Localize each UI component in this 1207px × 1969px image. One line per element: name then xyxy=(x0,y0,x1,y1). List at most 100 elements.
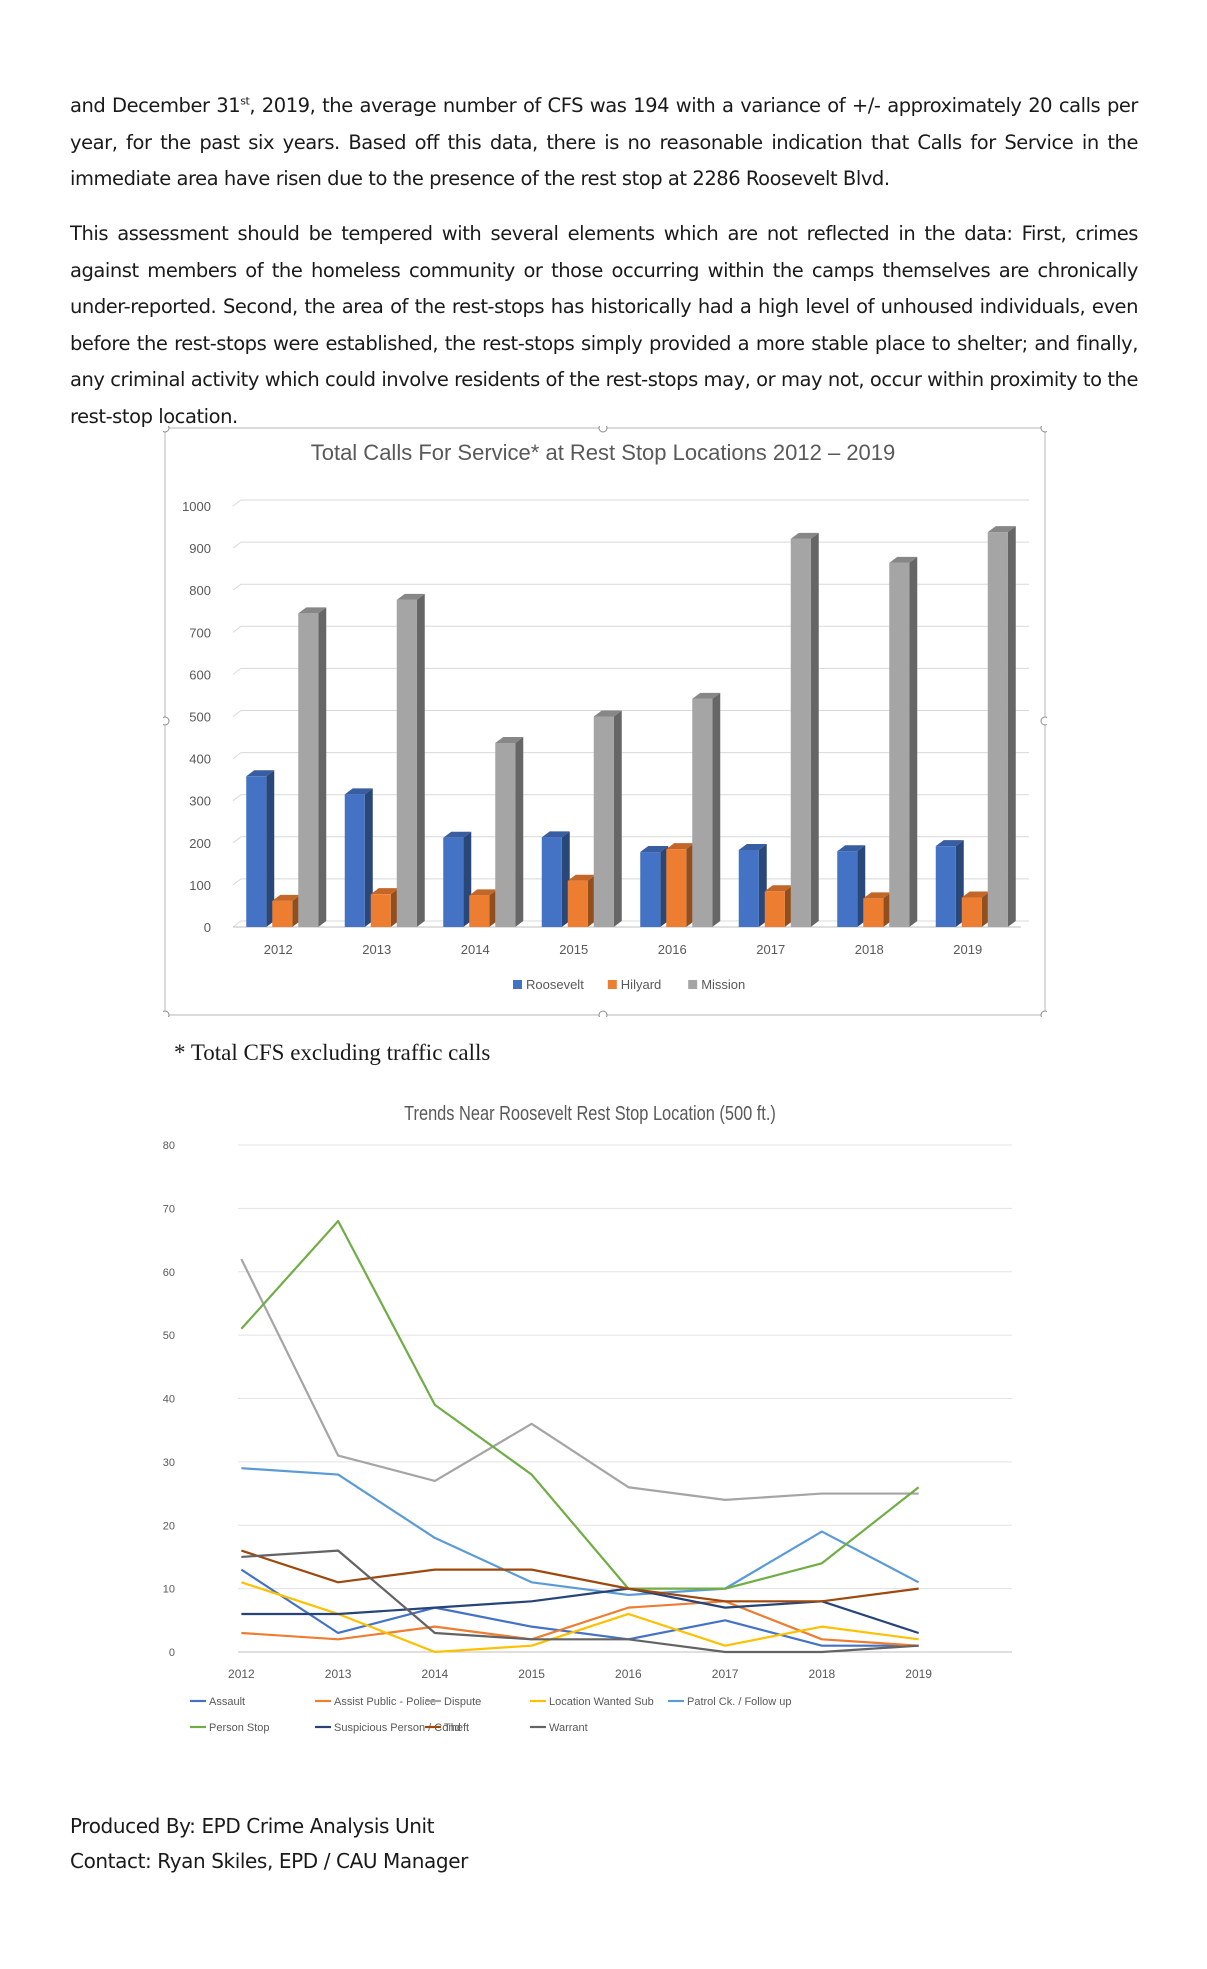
series-line-patrol-ck-follow-up xyxy=(241,1467,920,1597)
y-tick-label: 80 xyxy=(163,1140,175,1152)
chart-footnote: * Total CFS excluding traffic calls xyxy=(174,1040,491,1065)
bar-top xyxy=(863,892,892,899)
bar-top xyxy=(640,846,669,853)
total-cfs-bar-chart[interactable]: Total Calls For Service* at Rest Stop Lo… xyxy=(163,426,1047,1017)
series-line-dispute xyxy=(240,1258,919,1501)
bar-mission-2013 xyxy=(396,593,425,927)
bar-side xyxy=(416,593,425,927)
legend-label-2: Dispute xyxy=(444,1696,481,1708)
bar-front xyxy=(935,846,956,927)
bar-front xyxy=(837,851,858,927)
bar-front xyxy=(790,538,811,927)
x-tick-label: 2019 xyxy=(953,942,982,957)
x-tick-label: 2015 xyxy=(518,1667,545,1681)
x-tick-label: 2018 xyxy=(809,1667,836,1681)
legend-label-7: Theft xyxy=(444,1722,469,1734)
bar-roosevelt-2018 xyxy=(837,845,866,927)
bar-roosevelt-2012 xyxy=(246,770,275,927)
bar-mission-2014 xyxy=(495,737,524,927)
x-tick-label: 2017 xyxy=(712,1667,739,1681)
gridline-side-300 xyxy=(232,794,242,802)
bar-side xyxy=(266,770,275,927)
bar-side xyxy=(515,737,524,927)
resize-handle-4 xyxy=(1040,716,1047,726)
bar-top xyxy=(666,843,695,850)
gridline-side-600 xyxy=(232,667,242,675)
bar-top xyxy=(495,737,524,744)
bar-front xyxy=(593,716,614,927)
y-tick-label: 900 xyxy=(189,541,211,556)
bar-top xyxy=(396,593,425,600)
legend-label-4: Patrol Ck. / Follow up xyxy=(687,1696,792,1708)
bar-top xyxy=(298,607,327,614)
trends-line-chart[interactable]: Trends Near Roosevelt Rest Stop Location… xyxy=(150,1095,1030,1750)
x-tick-label: 2012 xyxy=(228,1667,255,1681)
bar-hilyard-2017 xyxy=(764,885,793,927)
bar-top xyxy=(961,891,990,898)
bar-front xyxy=(469,895,490,927)
bar-mission-2018 xyxy=(889,556,918,927)
resize-handle-7 xyxy=(1040,1010,1047,1017)
bar-front xyxy=(889,562,910,927)
y-tick-label: 10 xyxy=(163,1584,175,1596)
body-paragraph-2: This assessment should be tempered with … xyxy=(70,222,1138,428)
x-tick-label: 2017 xyxy=(756,942,785,957)
legend-label-8: Warrant xyxy=(549,1722,588,1734)
y-tick-label: 200 xyxy=(189,836,211,851)
legend-label-6: Suspicious Person / Cond xyxy=(334,1722,461,1734)
bar-side xyxy=(810,532,819,927)
x-tick-label: 2012 xyxy=(264,942,293,957)
footer-contact: Contact: Ryan Skiles, EPD / CAU Manager xyxy=(70,1849,468,1873)
bar-front xyxy=(567,880,588,927)
resize-handle-2 xyxy=(1040,426,1047,433)
legend-label-0: Assault xyxy=(209,1696,245,1708)
bar-mission-2012 xyxy=(298,607,327,927)
bar-roosevelt-2013 xyxy=(344,788,373,927)
x-tick-label: 2018 xyxy=(855,942,884,957)
y-tick-label: 70 xyxy=(163,1203,175,1215)
bar-hilyard-2019 xyxy=(961,891,990,927)
y-tick-label: 30 xyxy=(163,1457,175,1469)
bar-hilyard-2014 xyxy=(469,889,498,927)
bar-top xyxy=(469,889,498,896)
bar-top xyxy=(593,710,622,717)
bar-top xyxy=(567,874,596,881)
chart-title: Total Calls For Service* at Rest Stop Lo… xyxy=(311,440,896,465)
bar-top xyxy=(370,888,399,895)
bar-front xyxy=(692,698,713,927)
series-line-theft xyxy=(241,1549,919,1603)
resize-handle-1 xyxy=(598,426,608,433)
y-tick-label: 400 xyxy=(189,752,211,767)
x-tick-label: 2015 xyxy=(559,942,588,957)
bar-mission-2019 xyxy=(987,526,1016,927)
bar-side xyxy=(613,710,622,927)
bar-top xyxy=(246,770,275,777)
bar-front xyxy=(443,837,464,927)
bar-hilyard-2018 xyxy=(863,892,892,927)
x-tick-label: 2013 xyxy=(325,1667,352,1681)
gridline-side-0 xyxy=(232,920,242,928)
bar-top xyxy=(790,532,819,539)
bar-front xyxy=(863,898,884,927)
legend-swatch-hilyard xyxy=(607,980,617,989)
y-tick-label: 40 xyxy=(163,1394,175,1406)
bar-front xyxy=(961,897,982,927)
resize-handle-6 xyxy=(598,1010,608,1017)
bar-front xyxy=(541,837,562,927)
series-line-location-wanted-sub xyxy=(241,1581,919,1654)
legend-swatch-roosevelt xyxy=(513,980,522,989)
y-tick-label: 800 xyxy=(189,583,211,598)
bar-mission-2015 xyxy=(593,710,622,927)
bar-roosevelt-2016 xyxy=(640,846,669,927)
gridline-side-1000 xyxy=(232,499,242,507)
bar-side xyxy=(1007,526,1016,927)
bar-front xyxy=(640,852,661,927)
bar-top xyxy=(272,894,301,901)
bar-side xyxy=(318,607,327,927)
bar-top xyxy=(443,831,472,838)
legend-label-mission: Mission xyxy=(701,977,745,992)
y-tick-label: 0 xyxy=(169,1647,175,1659)
gridline-side-700 xyxy=(232,625,242,633)
legend-label-5: Person Stop xyxy=(209,1722,270,1734)
bar-mission-2017 xyxy=(790,532,819,927)
